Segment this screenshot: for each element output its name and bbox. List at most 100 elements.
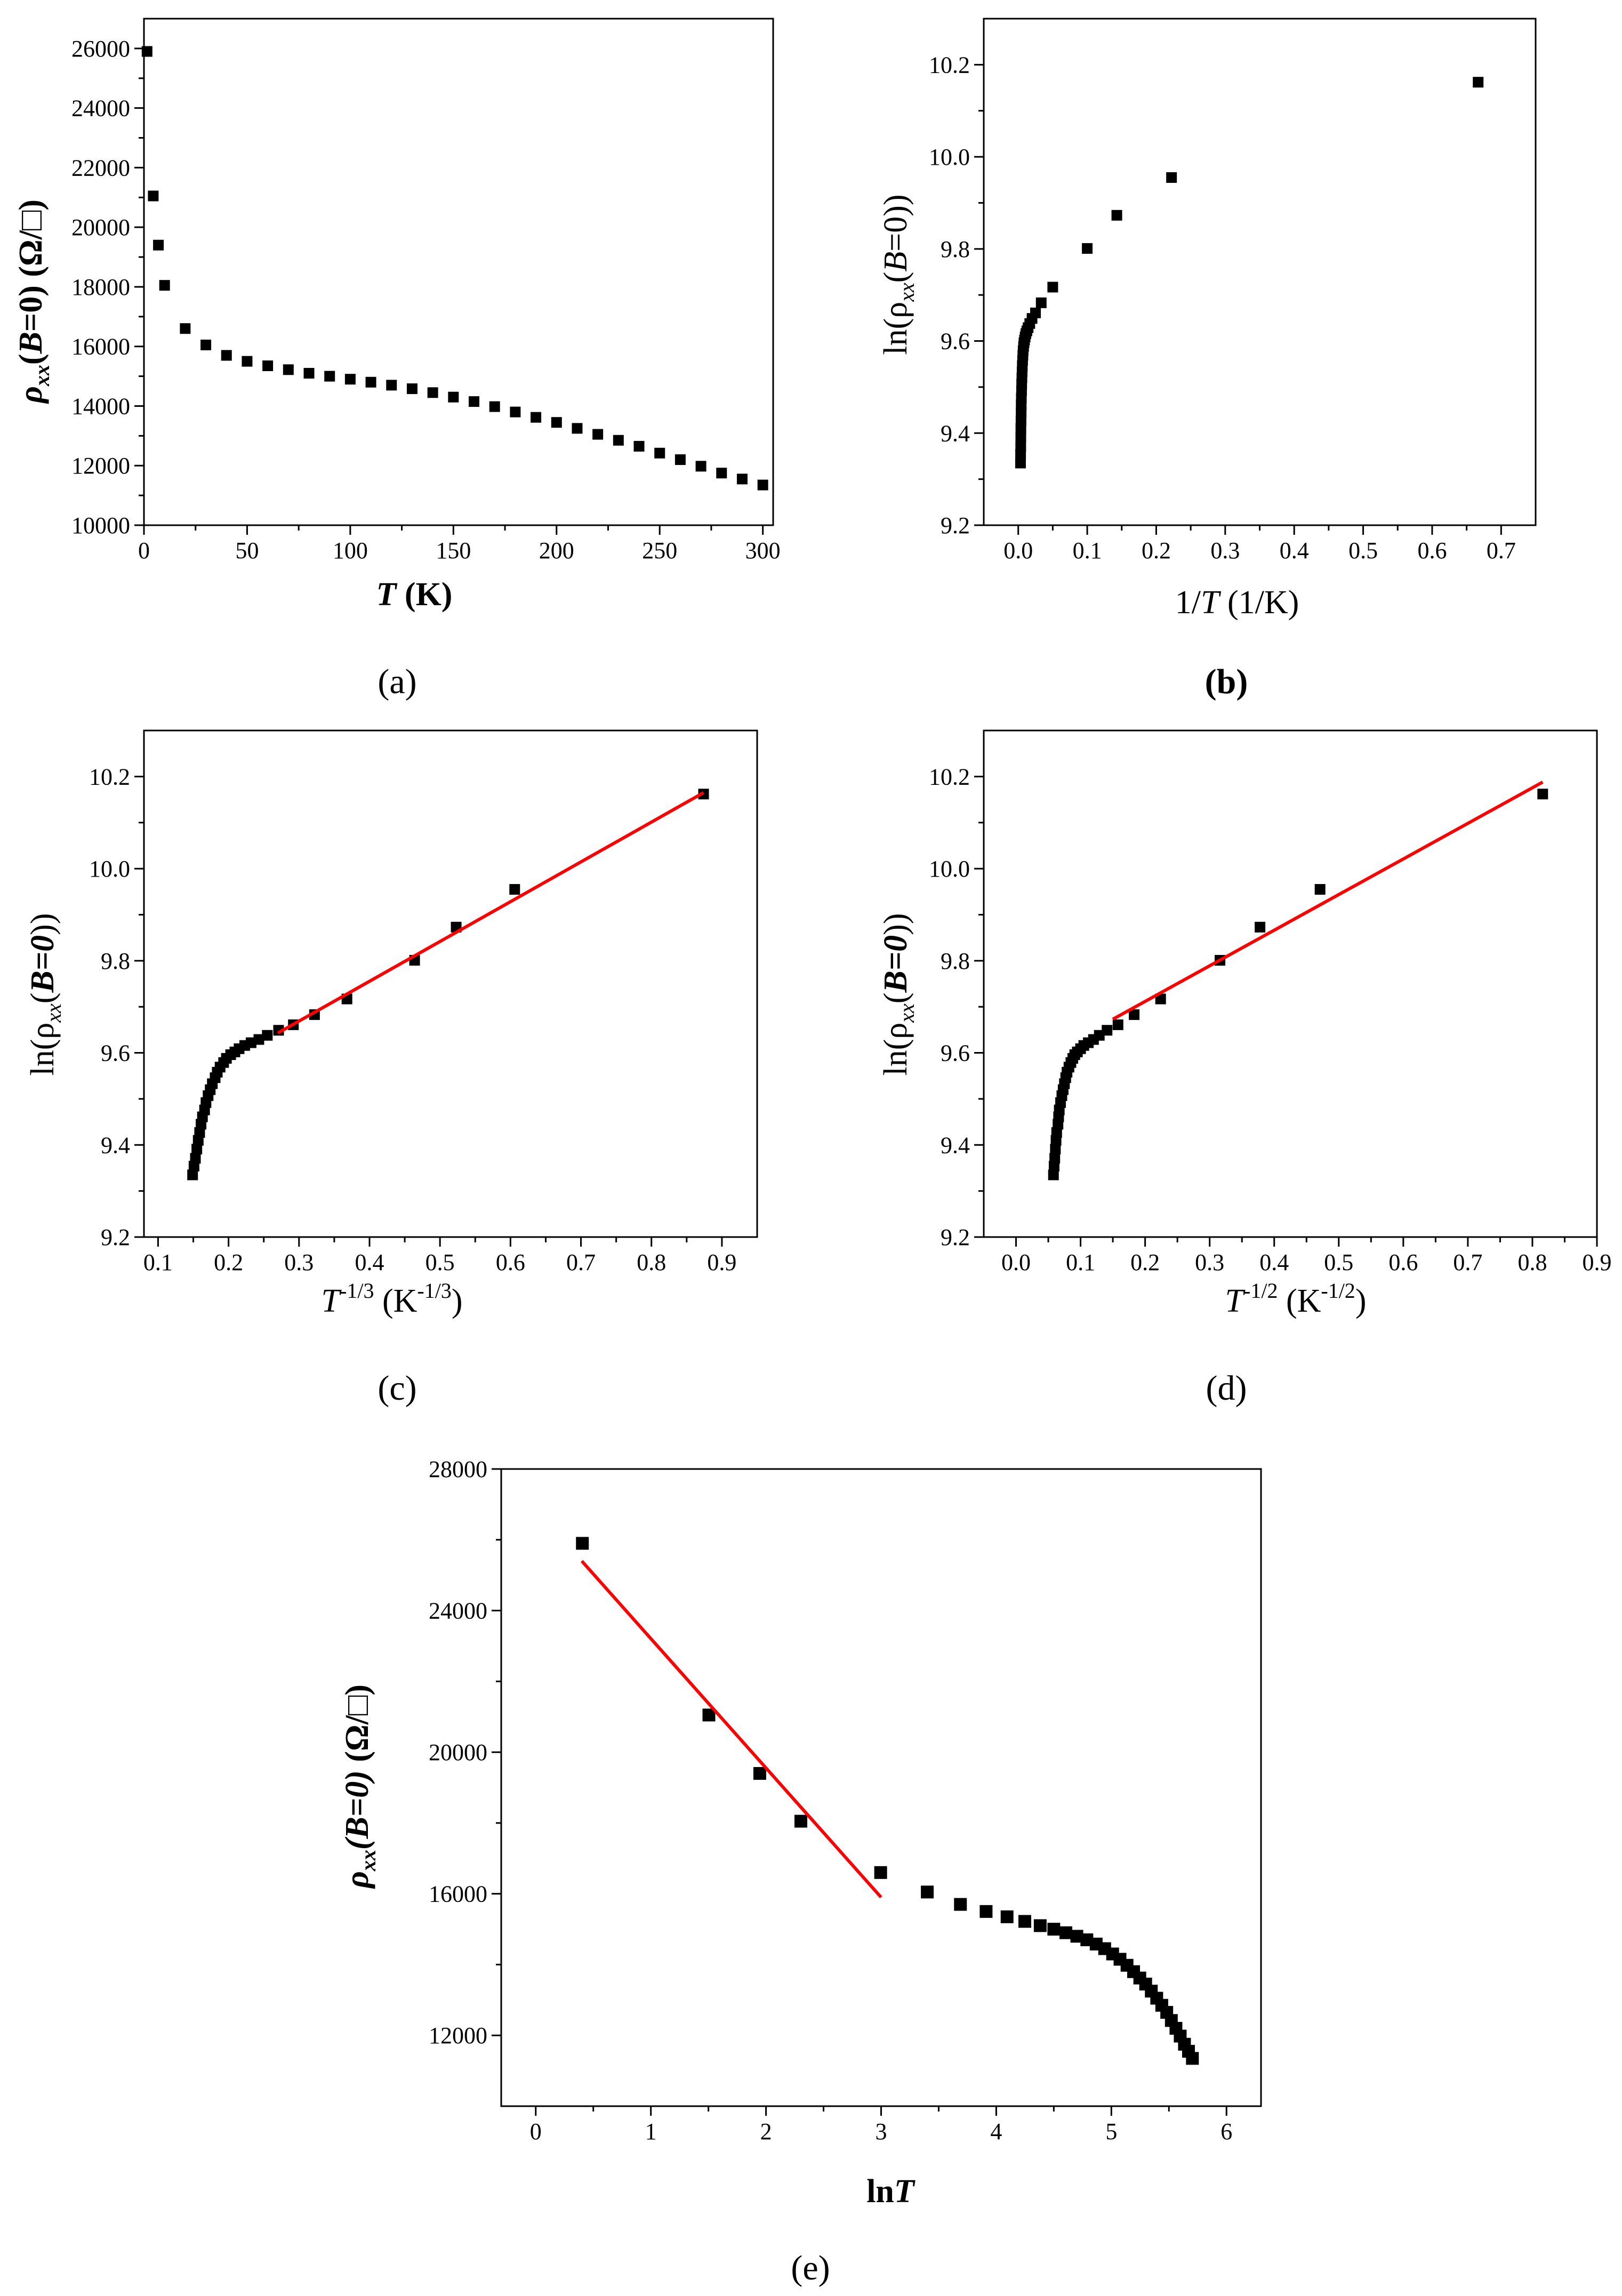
data-point-b [1015, 432, 1026, 443]
data-point-e [1033, 1919, 1047, 1932]
y-tick-label-b: 10.2 [929, 52, 970, 78]
data-point-a [592, 429, 604, 440]
y-tick-label-c: 9.6 [101, 1040, 130, 1066]
y-tick-label-a: 14000 [71, 393, 130, 419]
data-point-d [1053, 1119, 1064, 1130]
data-point-a [159, 280, 170, 291]
data-point-a [344, 374, 356, 385]
x-tick-label-a: 250 [642, 537, 677, 564]
data-point-a [551, 417, 562, 428]
data-point-d [1129, 1009, 1140, 1020]
data-point-c [196, 1119, 207, 1130]
data-point-a [633, 440, 645, 452]
data-point-a [148, 190, 159, 202]
data-point-d [1050, 1144, 1061, 1155]
data-point-a [262, 360, 274, 372]
ylabel-a: ρxx(B=0) (Ω/□) [13, 199, 54, 404]
data-point-b [1015, 449, 1026, 460]
x-tick-label-a: 200 [539, 537, 574, 564]
x-tick-label-c: 0.8 [637, 1249, 666, 1275]
data-point-c [262, 1030, 273, 1041]
data-point-b [1111, 210, 1122, 221]
x-tick-label-b: 0.2 [1142, 537, 1171, 564]
data-point-d [1155, 993, 1166, 1005]
x-tick-label-e: 6 [1220, 2118, 1232, 2145]
plot-frame-d [983, 729, 1598, 1238]
data-point-a [716, 468, 727, 479]
x-tick-label-c: 0.2 [214, 1249, 243, 1275]
fit-line-c [277, 791, 705, 1035]
x-tick-label-a: 50 [235, 537, 259, 564]
y-tick-label-a: 18000 [71, 274, 130, 300]
x-tick-label-d: 0.5 [1324, 1249, 1353, 1275]
caption-c: (c) [378, 1369, 416, 1408]
data-point-e [576, 1537, 589, 1550]
xlabel-e: lnT [866, 2173, 916, 2210]
x-tick-label-b: 0.6 [1417, 537, 1447, 564]
y-tick-label-e: 20000 [429, 1739, 487, 1765]
y-tick-label-c: 9.8 [101, 948, 130, 974]
y-tick-label-c: 10.2 [89, 764, 130, 790]
data-point-c [509, 884, 520, 895]
y-tick-label-d: 9.2 [941, 1224, 970, 1250]
x-tick-label-d: 0.7 [1453, 1249, 1482, 1275]
caption-a: (a) [378, 662, 416, 701]
data-point-a [448, 391, 459, 403]
ylabel-d: ln(ρxx(B=0)) [878, 913, 919, 1076]
data-point-c [191, 1144, 203, 1155]
plot-frame-c [143, 729, 758, 1238]
data-point-a [242, 356, 253, 367]
x-tick-label-e: 1 [645, 2118, 657, 2145]
caption-e: (e) [791, 2249, 830, 2287]
data-point-d [1048, 1169, 1059, 1181]
data-point-a [736, 473, 748, 485]
y-tick-label-e: 24000 [429, 1598, 487, 1624]
data-point-b [1015, 423, 1026, 434]
data-point-b [1016, 407, 1027, 418]
data-point-a [200, 339, 212, 350]
data-point-b [1082, 243, 1093, 254]
data-point-d [1314, 884, 1326, 895]
x-tick-label-d: 0.2 [1130, 1249, 1160, 1275]
data-point-c [187, 1169, 198, 1181]
panel-b: 0.0 0.1 0.2 0.3 0.4 0.5 0.6 0.7 9.2 9.4 9.6 9.8 10.0… [878, 18, 1537, 701]
x-tick-label-e: 0 [530, 2118, 542, 2145]
x-tick-label-d: 0.6 [1388, 1249, 1418, 1275]
data-point-a [572, 423, 583, 434]
y-tick-label-c: 10.0 [89, 856, 130, 882]
data-point-e [1000, 1910, 1014, 1923]
data-point-a [613, 435, 624, 446]
y-tick-label-b: 9.8 [941, 236, 970, 262]
data-point-a [386, 380, 397, 391]
y-tick-label-a: 16000 [71, 334, 130, 360]
plot-frame-e [500, 1468, 1262, 2107]
data-point-c [188, 1161, 199, 1171]
panel-a: 0 50 100 150 200 250 300 10000 12000 14000 16000 18… [13, 18, 781, 701]
data-point-b [1166, 172, 1177, 183]
xlabel-c: T-1/3 (K-1/3) [322, 1279, 463, 1319]
x-tick-label-c: 0.4 [355, 1249, 384, 1275]
ylabel-c: ln(ρxx(B=0)) [25, 913, 66, 1076]
data-point-e [874, 1866, 887, 1879]
ylabel-e: ρxx(B=0) (Ω/□) [339, 1684, 380, 1889]
data-point-b [1035, 297, 1047, 308]
x-tick-label-c: 0.1 [143, 1249, 173, 1275]
data-point-e [1186, 2052, 1199, 2065]
y-tick-label-e: 12000 [429, 2022, 487, 2049]
data-point-a [510, 406, 521, 418]
data-point-d [1537, 789, 1548, 800]
data-point-e [954, 1898, 967, 1911]
x-tick-label-d: 0.1 [1066, 1249, 1095, 1275]
data-point-d [1112, 1019, 1123, 1030]
y-tick-label-a: 24000 [71, 95, 130, 122]
fit-line-e [580, 1560, 882, 1899]
data-point-a [675, 454, 686, 465]
data-point-a [365, 376, 376, 388]
x-tick-label-e: 2 [760, 2118, 772, 2145]
plot-frame-b [983, 18, 1537, 526]
xlabel-a: T (K) [376, 576, 453, 613]
panel-d: 0.0 0.1 0.2 0.3 0.4 0.5 0.6 0.7 0.8 0.9 9.2 9.4 9.6 9… [878, 729, 1612, 1408]
data-point-a [469, 396, 480, 407]
data-point-d [1255, 921, 1266, 933]
y-tick-label-b: 9.4 [941, 420, 970, 446]
